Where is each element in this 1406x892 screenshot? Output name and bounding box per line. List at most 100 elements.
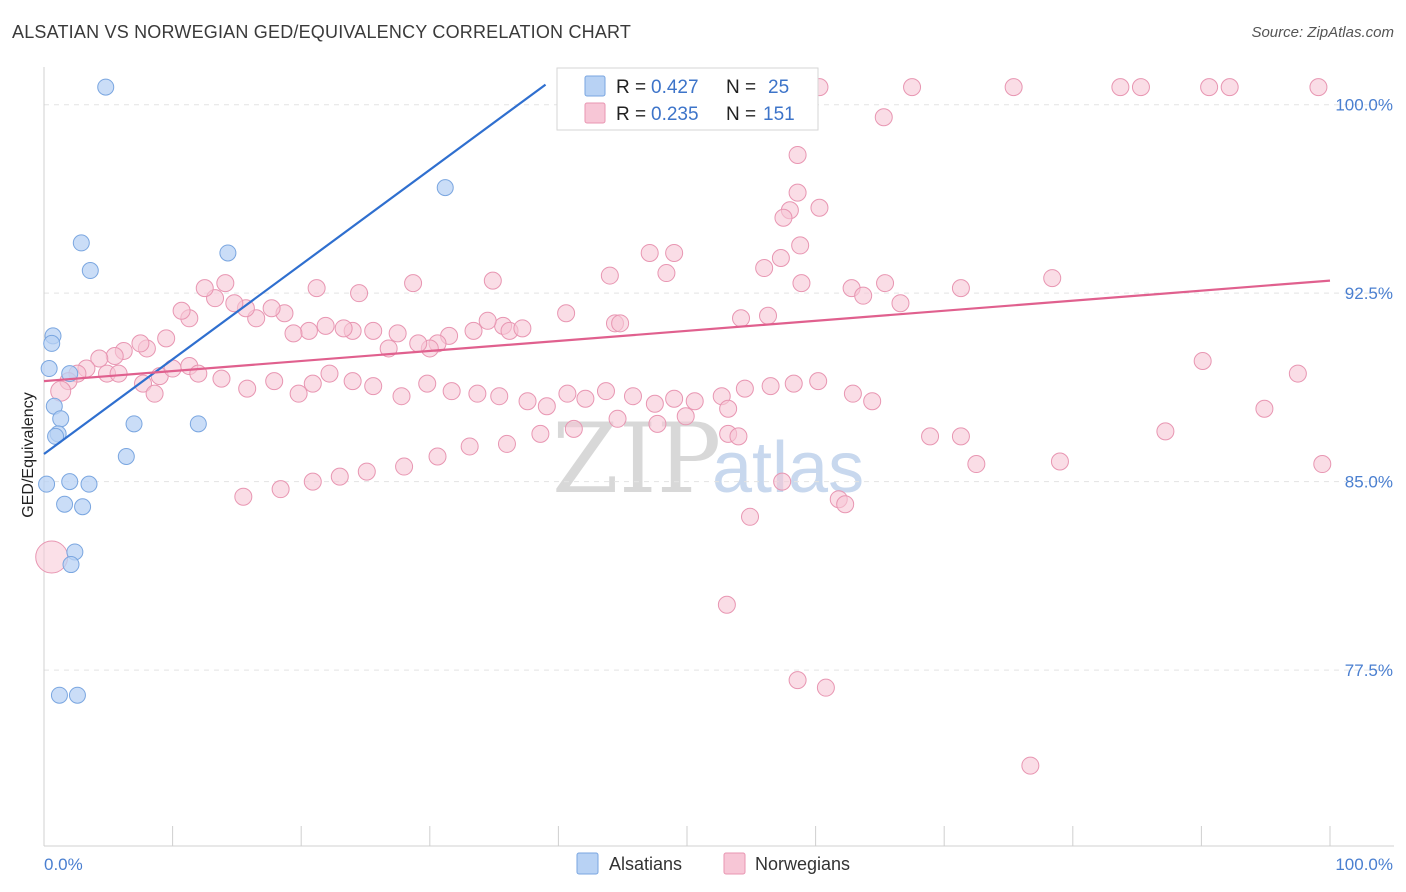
norwegian-point xyxy=(379,339,398,358)
norwegian-point xyxy=(483,271,502,290)
norwegian-point xyxy=(891,294,910,313)
norwegian-point xyxy=(741,507,760,526)
norwegian-point xyxy=(1309,78,1328,97)
norwegian-point xyxy=(388,324,407,343)
axes xyxy=(43,67,1394,847)
norwegian-point xyxy=(1043,269,1062,288)
norwegian-point xyxy=(729,427,748,446)
legend-r-label-norwegians: R = xyxy=(616,104,646,125)
bottom-legend-swatch-alsatians xyxy=(576,852,599,875)
norwegian-point xyxy=(131,334,150,353)
norwegian-point xyxy=(238,379,257,398)
norwegian-point xyxy=(330,467,349,486)
norwegian-point xyxy=(1021,756,1040,775)
norwegian-point xyxy=(478,311,497,330)
norwegian-point xyxy=(157,329,176,348)
norwegian-point xyxy=(788,183,807,202)
norwegian-point xyxy=(468,384,487,403)
legend-r-label-alsatians: R = xyxy=(616,77,646,98)
legend-n-value-norwegians: 151 xyxy=(763,104,795,125)
norwegian-point xyxy=(404,274,423,293)
norwegian-point xyxy=(262,299,281,318)
alsatian-point xyxy=(80,475,98,493)
norwegian-point xyxy=(1288,364,1307,383)
alsatian-point xyxy=(81,262,99,280)
norwegian-point xyxy=(105,346,124,365)
norwegian-point xyxy=(418,374,437,393)
norwegian-point xyxy=(863,392,882,411)
y-tick-label: 85.0% xyxy=(1345,473,1393,492)
norwegian-point xyxy=(212,369,231,388)
norwegian-point xyxy=(497,434,516,453)
norwegian-point xyxy=(284,324,303,343)
stats-legend: R = 0.427 N = 25 R = 0.235 N = 151 xyxy=(556,67,819,131)
alsatian-point xyxy=(117,448,135,465)
x-tick-label: 100.0% xyxy=(1335,855,1393,874)
norwegian-point xyxy=(392,387,411,406)
norwegian-point xyxy=(557,304,576,323)
norwegian-point xyxy=(513,319,532,338)
trend-lines xyxy=(43,83,1331,455)
norwegian-point xyxy=(759,306,778,325)
alsatian-point xyxy=(97,78,115,96)
alsatian-point xyxy=(219,244,237,262)
legend-swatch-norwegians xyxy=(584,102,606,124)
x-tick-label: 0.0% xyxy=(44,855,83,874)
norwegian-point xyxy=(685,392,704,411)
y-tick-label: 92.5% xyxy=(1345,284,1393,303)
norwegian-point xyxy=(854,286,873,305)
legend-r-value-norwegians: 0.235 xyxy=(651,104,699,125)
x-ticks xyxy=(172,826,1331,846)
norwegian-point xyxy=(719,399,738,418)
norwegian-point xyxy=(490,387,509,406)
alsatian-point xyxy=(74,498,92,516)
alsatian-point xyxy=(125,415,143,433)
watermark-zip: ZIP xyxy=(552,403,721,515)
norwegian-point xyxy=(645,394,664,413)
norwegian-point xyxy=(225,294,244,313)
x-tick-labels: 0.0% 100.0% xyxy=(44,855,1393,874)
alsatian-point xyxy=(72,234,90,252)
norwegian-point xyxy=(809,372,828,391)
chart-source: Source: ZipAtlas.com xyxy=(1251,24,1394,41)
y-tick-label: 100.0% xyxy=(1335,96,1393,115)
norwegian-point xyxy=(303,374,322,393)
alsatian-point xyxy=(40,360,58,378)
series-legend: Alsatians Norwegians xyxy=(576,852,850,875)
norwegian-point xyxy=(665,243,684,262)
norwegian-point xyxy=(788,671,807,690)
norwegian-point xyxy=(816,678,835,697)
bottom-legend-swatch-norwegians xyxy=(723,852,746,875)
norwegian-point xyxy=(409,334,428,353)
norwegian-point xyxy=(735,379,754,398)
norwegian-point xyxy=(320,364,339,383)
alsatian-point xyxy=(62,556,80,574)
norwegian-point xyxy=(967,455,986,474)
norwegian-point xyxy=(874,108,893,127)
legend-n-value-alsatians: 25 xyxy=(768,77,789,98)
norwegian-point xyxy=(428,447,447,466)
norwegian-point xyxy=(460,437,479,456)
norwegian-trendline xyxy=(43,279,1331,383)
legend-n-label-alsatians: N = xyxy=(726,77,756,98)
norwegian-point xyxy=(1050,452,1069,471)
norwegian-point xyxy=(788,145,807,164)
norwegian-point xyxy=(442,382,461,401)
norwegian-point xyxy=(576,389,595,408)
norwegian-point xyxy=(109,364,128,383)
norwegian-point xyxy=(608,409,627,428)
bottom-legend-label-norwegians: Norwegians xyxy=(755,854,850,874)
norwegian-point xyxy=(145,384,164,403)
norwegian-point xyxy=(289,384,308,403)
norwegian-point xyxy=(951,427,970,446)
norwegian-point xyxy=(334,319,353,338)
norwegian-point xyxy=(771,248,790,267)
norwegian-point xyxy=(395,457,414,476)
norwegian-point xyxy=(876,274,895,293)
norwegian-point xyxy=(195,279,214,298)
norwegian-point xyxy=(90,349,109,368)
series-alsatians xyxy=(38,78,454,704)
norwegian-point xyxy=(35,540,69,574)
norwegian-point xyxy=(774,208,793,227)
norwegian-point xyxy=(1111,78,1130,97)
